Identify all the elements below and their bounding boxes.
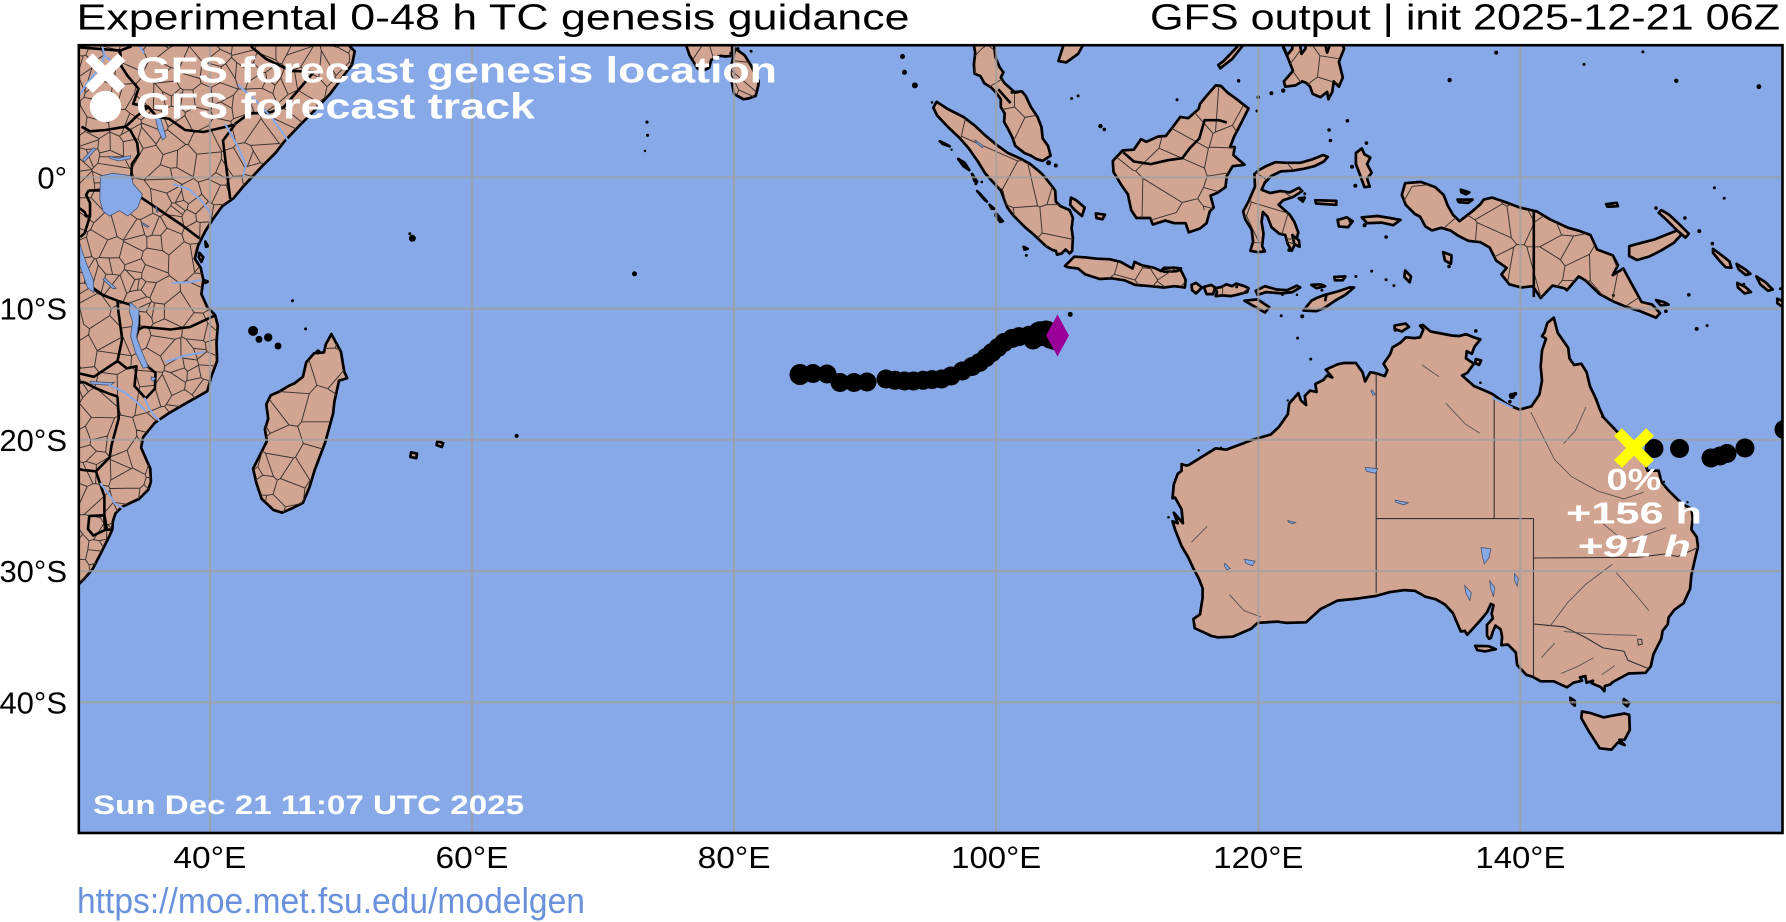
svg-text:0%: 0% <box>1607 462 1662 497</box>
svg-text:140°E: 140°E <box>1475 840 1565 875</box>
svg-text:40°S: 40°S <box>0 685 67 720</box>
svg-text:40°E: 40°E <box>173 840 246 875</box>
svg-text:Sun Dec 21 11:07 UTC 2025: Sun Dec 21 11:07 UTC 2025 <box>93 790 524 820</box>
svg-text:GFS forecast track: GFS forecast track <box>136 86 536 127</box>
svg-text:GFS forecast genesis location: GFS forecast genesis location <box>136 50 777 91</box>
svg-text:Experimental 0-48 h TC genesis: Experimental 0-48 h TC genesis guidance <box>77 0 910 38</box>
svg-text:120°E: 120°E <box>1213 840 1303 875</box>
svg-text:30°S: 30°S <box>0 554 67 589</box>
svg-text:60°E: 60°E <box>436 840 509 875</box>
svg-text:100°E: 100°E <box>951 840 1041 875</box>
svg-text:10°S: 10°S <box>0 292 67 327</box>
svg-text:GFS output | init 2025-12-21 0: GFS output | init 2025-12-21 06Z <box>1150 0 1780 38</box>
svg-text:+156 h: +156 h <box>1566 496 1702 531</box>
svg-text:20°S: 20°S <box>0 423 67 458</box>
svg-text:https://moe.met.fsu.edu/modelg: https://moe.met.fsu.edu/modelgen <box>77 880 585 921</box>
svg-text:0°: 0° <box>37 160 67 195</box>
svg-text:80°E: 80°E <box>698 840 771 875</box>
svg-text:+91 h: +91 h <box>1577 529 1691 564</box>
